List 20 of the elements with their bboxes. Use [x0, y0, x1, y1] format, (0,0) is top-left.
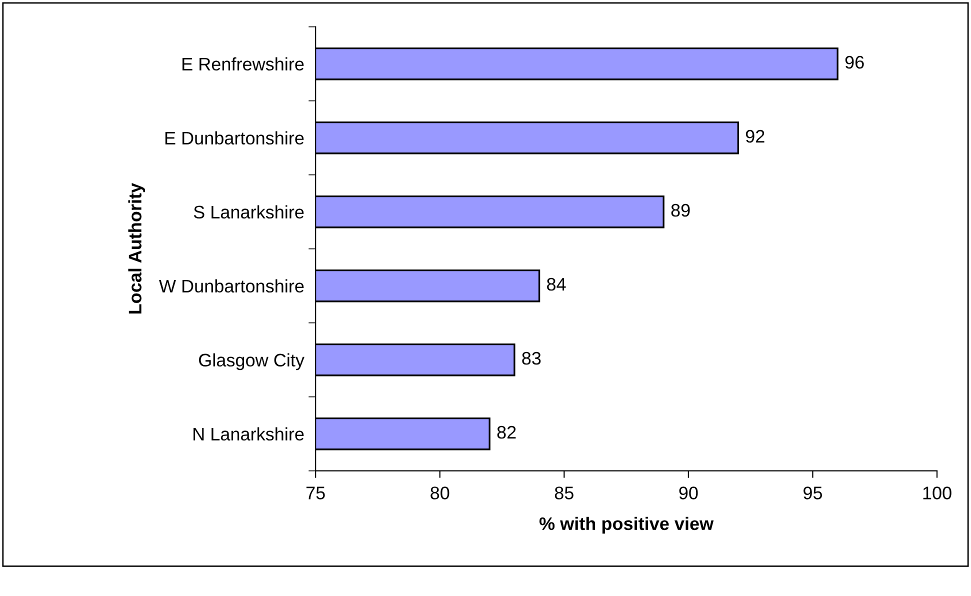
data-label: 84 — [547, 278, 566, 291]
y-tick-label: S Lanarkshire — [194, 205, 304, 219]
y-tick-label: W Dunbartonshire — [159, 279, 304, 293]
x-tick-label: 80 — [430, 486, 450, 500]
y-tick-label: E Renfrewshire — [182, 57, 304, 71]
x-tick-label: 90 — [679, 486, 698, 500]
data-label: 96 — [845, 56, 864, 69]
x-tick-label: 75 — [306, 486, 325, 500]
data-label: 89 — [671, 204, 690, 217]
y-axis-title: Local Authority — [128, 183, 146, 314]
data-label: 83 — [522, 352, 541, 365]
data-label: 82 — [497, 426, 516, 439]
y-tick-label: N Lanarkshire — [194, 427, 304, 441]
x-tick-label: 85 — [554, 486, 574, 500]
y-tick-label: E Dunbartonshire — [165, 131, 304, 145]
x-axis-title: % with positive view — [539, 516, 714, 534]
x-tick-label: 100 — [923, 486, 952, 500]
x-tick-label: 95 — [804, 486, 822, 500]
data-label: 92 — [746, 130, 764, 143]
y-tick-label: Glasgow City — [199, 353, 304, 370]
